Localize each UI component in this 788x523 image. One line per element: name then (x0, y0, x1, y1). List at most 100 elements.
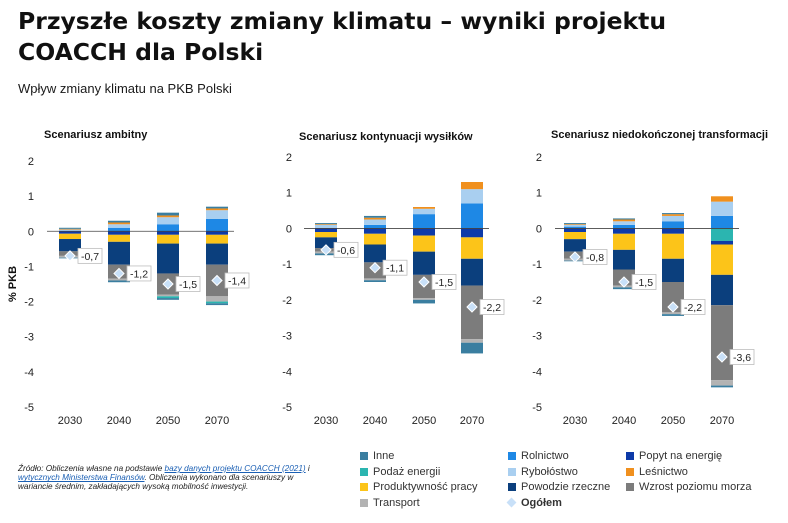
x-tick-label: 2070 (460, 415, 484, 427)
total-label: -1,1 (386, 263, 404, 275)
y-tick-label: -4 (282, 366, 292, 378)
total-label: -0,7 (81, 251, 99, 263)
bar-segment (59, 233, 81, 240)
total-label-box (224, 272, 250, 289)
source-link-coacch[interactable]: bazy danych projektu COACCH (2021) (164, 464, 306, 473)
y-tick-label: -2 (282, 295, 292, 307)
legend-label: Transport (373, 496, 420, 509)
y-tick-label: 1 (536, 188, 542, 200)
bar-segment (59, 228, 81, 230)
total-marker (211, 274, 223, 287)
total-label: -2,2 (483, 302, 501, 314)
total-marker (64, 250, 76, 262)
y-tick-label: 0 (536, 223, 542, 235)
legend-swatch (360, 452, 368, 460)
bar-segment (364, 278, 386, 281)
y-tick-label: 1 (286, 188, 292, 200)
bar-segment (206, 243, 228, 265)
bar-segment (364, 244, 386, 263)
legend-swatch (626, 452, 634, 460)
x-tick-label: 2030 (563, 415, 587, 427)
bar-segment (461, 342, 483, 354)
legend-item-rybolostwo: Rybołóstwo (508, 466, 578, 478)
total-label: -1,2 (130, 268, 148, 280)
bar-segment (108, 227, 130, 232)
bar-segment (157, 224, 179, 232)
chart-title: Scenariusz ambitny (44, 129, 148, 141)
y-tick-label: 2 (28, 156, 34, 168)
total-marker (569, 251, 581, 263)
chart-title: Scenariusz niedokończonej transformacji (551, 129, 768, 141)
legend-item-popyt: Popyt na energię (626, 450, 722, 462)
total-label-box (382, 259, 408, 276)
bar-segment (711, 196, 733, 202)
legend-swatch (360, 467, 368, 476)
legend-item-transport: Transport (360, 497, 420, 509)
y-axis-label: % PKB (7, 266, 19, 302)
bar-segment (711, 240, 733, 245)
bar-segment (157, 298, 179, 300)
x-tick-label: 2040 (107, 415, 131, 427)
bar-segment (711, 274, 733, 306)
bar-segment (364, 219, 386, 225)
bar-segment (413, 214, 435, 229)
total-label: -1,5 (435, 277, 453, 289)
legend-label: Inne (373, 450, 395, 462)
bar-segment (662, 221, 684, 229)
total-marker (716, 351, 728, 363)
total-label-box (77, 247, 103, 264)
y-tick-label: 0 (286, 223, 292, 235)
bar-segment (206, 301, 228, 304)
legend-item-powodzie: Powodzie rzeczne (508, 481, 610, 493)
bar-segment (613, 233, 635, 250)
total-marker (667, 301, 679, 313)
bar-segment (461, 203, 483, 229)
bar-segment (564, 224, 586, 227)
total-marker (618, 276, 630, 288)
bar-segment (157, 217, 179, 225)
legend-swatch (626, 467, 634, 476)
legend-item-morze: Wzrost poziomu morza (626, 481, 751, 493)
bar-segment (711, 380, 733, 386)
bar-segment (315, 232, 337, 238)
chart-title: Scenariusz kontynuacji wysiłków (299, 131, 473, 143)
bar-segment (364, 217, 386, 220)
bar-segment (461, 258, 483, 286)
total-label: -0,8 (586, 252, 604, 264)
source-prefix: Źródło: Obliczenia własne na podstawie (18, 464, 165, 473)
y-tick-label: -3 (24, 332, 34, 344)
total-label-box (126, 265, 152, 282)
y-tick-label: -4 (24, 367, 34, 379)
legend-label: Wzrost poziomu morza (639, 481, 752, 493)
total-label-box (582, 249, 608, 265)
source-link-mf[interactable]: wytycznych Ministerstwa Finansów (18, 473, 145, 483)
bar-segment (206, 303, 228, 306)
x-tick-label: 2070 (205, 415, 229, 427)
total-label-box (431, 274, 457, 290)
x-tick-label: 2050 (661, 415, 685, 427)
bar-segment (613, 219, 635, 222)
legend-item-inne: Inne (360, 450, 394, 462)
bar-segment (662, 214, 684, 216)
bar-segment (315, 228, 337, 232)
legend-label: Rolnictwo (521, 450, 569, 462)
bar-segment (662, 233, 684, 259)
bar-segment (206, 210, 228, 219)
x-tick-label: 2070 (710, 415, 734, 427)
bar-segment (315, 223, 337, 225)
y-tick-label: 1 (28, 191, 34, 203)
bar-segment (662, 213, 684, 215)
bar-segment (108, 234, 130, 242)
legend-label: Produktywność pracy (373, 481, 478, 493)
y-tick-label: -1 (24, 261, 34, 273)
total-marker (162, 278, 174, 290)
x-tick-label: 2040 (363, 415, 387, 427)
legend-label: Powodzie rzeczne (521, 481, 611, 493)
bar-segment (564, 239, 586, 252)
bar-segment (108, 220, 130, 223)
legend-label: Rybołóstwo (521, 465, 578, 478)
bar-segment (662, 312, 684, 315)
y-tick-label: -2 (24, 297, 34, 309)
total-marker (466, 301, 478, 313)
y-tick-label: 2 (286, 152, 292, 164)
